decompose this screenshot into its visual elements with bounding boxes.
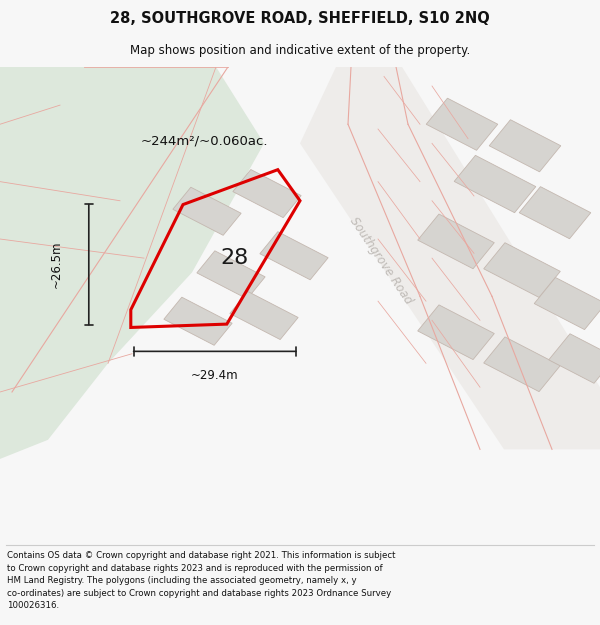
- Text: 28, SOUTHGROVE ROAD, SHEFFIELD, S10 2NQ: 28, SOUTHGROVE ROAD, SHEFFIELD, S10 2NQ: [110, 11, 490, 26]
- Polygon shape: [300, 67, 600, 449]
- Text: ~29.4m: ~29.4m: [191, 369, 239, 382]
- Polygon shape: [260, 232, 328, 280]
- Text: ~244m²/~0.060ac.: ~244m²/~0.060ac.: [141, 134, 269, 148]
- Polygon shape: [454, 156, 536, 212]
- Polygon shape: [489, 120, 561, 172]
- Polygon shape: [173, 188, 241, 236]
- Polygon shape: [484, 337, 560, 392]
- Text: Southgrove Road: Southgrove Road: [347, 214, 415, 306]
- Polygon shape: [549, 334, 600, 383]
- Polygon shape: [0, 67, 264, 459]
- Polygon shape: [230, 291, 298, 339]
- Text: ~26.5m: ~26.5m: [49, 241, 62, 288]
- Polygon shape: [426, 98, 498, 150]
- Polygon shape: [484, 242, 560, 298]
- Text: 28: 28: [220, 248, 248, 268]
- Polygon shape: [418, 305, 494, 359]
- Text: Contains OS data © Crown copyright and database right 2021. This information is : Contains OS data © Crown copyright and d…: [7, 551, 396, 611]
- Polygon shape: [197, 251, 265, 299]
- Polygon shape: [164, 298, 232, 345]
- Text: Map shows position and indicative extent of the property.: Map shows position and indicative extent…: [130, 44, 470, 57]
- Polygon shape: [418, 214, 494, 269]
- Polygon shape: [519, 187, 591, 239]
- Polygon shape: [233, 169, 301, 217]
- Polygon shape: [534, 278, 600, 329]
